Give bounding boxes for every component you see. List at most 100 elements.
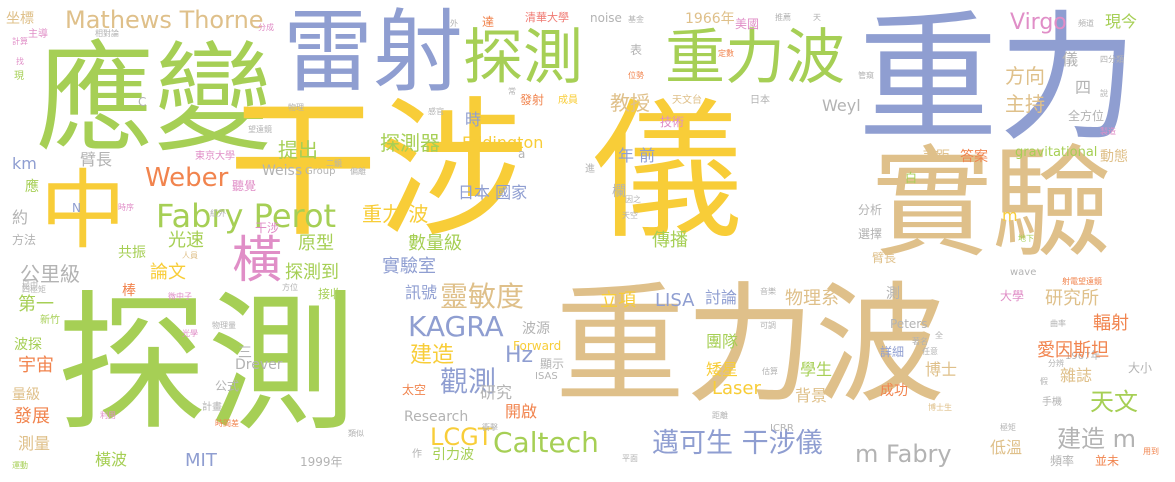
word-laser: Laser xyxy=(712,378,761,399)
word-jiaoshou: 教授 xyxy=(610,91,650,115)
word-maikesheng: 邁可生 干涉儀 xyxy=(652,428,823,459)
word-yi: 儀 xyxy=(592,86,743,260)
word-mathews: Mathews Thorne xyxy=(65,6,264,34)
word-lingmindu: 靈敏度 xyxy=(440,280,525,313)
word-km: km xyxy=(12,154,37,173)
word-pianhe: 偏離 xyxy=(350,167,366,176)
word-heng: 橫 xyxy=(232,231,282,289)
word-jisuan: 計算 xyxy=(12,37,28,46)
word-yanjiu: 研究 xyxy=(480,383,513,402)
word-shuo: 說 xyxy=(1100,89,1108,98)
word-xianjin: 現今 xyxy=(1105,12,1138,31)
word-drever: Drever xyxy=(235,357,283,373)
word-fenbian: 分辨 xyxy=(1048,359,1064,368)
word-tianwentai: 天文台 xyxy=(672,95,702,106)
word-bichang: 臂長 xyxy=(80,150,113,169)
word-gongliji: 公里級 xyxy=(20,262,80,286)
word-zhuchi: 主持 xyxy=(1005,92,1045,116)
word-1967: 1967年 xyxy=(1065,351,1101,362)
word-yue: 約 xyxy=(12,208,29,227)
word-wuliliang: 物理量 xyxy=(212,321,236,330)
word-diwen: 低溫 xyxy=(990,438,1023,457)
word-jianzao2: 建造 m xyxy=(1057,425,1137,453)
word-caltech: Caltech xyxy=(493,426,599,459)
word-chenggong: 成功 xyxy=(880,383,908,399)
word-da: 達 xyxy=(482,15,495,29)
word-gan: 感官 xyxy=(428,107,444,116)
word-guangsu: 光速 xyxy=(168,230,204,251)
word-f: F xyxy=(932,149,939,163)
word-dongtai: 動態 xyxy=(1100,149,1128,165)
word-riben-guojia: 日本 國家 xyxy=(458,183,528,202)
word-xiangxi: 詳細 xyxy=(880,345,905,359)
word-bang: 棒 xyxy=(122,283,136,299)
word-chongji: 衝擊 xyxy=(482,423,498,432)
word-fashe: 發射 xyxy=(520,93,545,107)
word-mfabry: m Fabry xyxy=(855,440,952,468)
word-1999: 1999年 xyxy=(300,455,343,469)
word-yanjiusuo: 研究所 xyxy=(1045,288,1099,309)
word-weber: Weber xyxy=(145,163,229,193)
word-zhongli-bo: 重力 波 xyxy=(362,202,429,226)
word-gravitational: gravitational xyxy=(1015,145,1098,160)
word-yinliboo: 引力波 xyxy=(432,447,474,463)
word-mit: MIT xyxy=(185,450,217,471)
word-ying: 應 xyxy=(25,179,39,195)
word-virgo: Virgo xyxy=(1010,10,1067,35)
word-jieshou: 接收 xyxy=(318,287,343,301)
word-tuandui: 團隊 xyxy=(706,332,739,351)
word-fangfa: 方法 xyxy=(12,233,37,247)
word-boshisheng: 博士生 xyxy=(928,403,952,412)
word-peters: Peters xyxy=(890,317,928,331)
word-renhe: 任意 xyxy=(922,347,938,356)
word-a: a xyxy=(518,147,526,161)
word-chaju: 差距 xyxy=(922,149,950,165)
word-forward: Forward xyxy=(513,339,562,353)
word-diyi: 第一 xyxy=(18,294,54,315)
word-jin: 進 xyxy=(585,164,595,175)
word-taikong: 太空 xyxy=(402,383,427,397)
word-sanyi: 三 xyxy=(238,345,252,361)
word-tance: 探測 xyxy=(463,23,583,93)
word-m: m xyxy=(1002,206,1018,225)
word-lixiang: 立項 xyxy=(600,290,636,311)
word-xuesheng: 學生 xyxy=(800,360,833,379)
word-lunwen: 論文 xyxy=(150,262,186,283)
word-hongwai: 紅外 xyxy=(210,209,226,218)
word-fabry-perot: Fabry Perot xyxy=(156,197,337,235)
word-daxue: 大學 xyxy=(1000,289,1025,303)
word-jianzao1: 建造 xyxy=(410,343,455,368)
word-chang: 常 xyxy=(508,87,516,96)
word-yingbian: 應變 xyxy=(36,30,273,168)
word-leisi: 類似 xyxy=(348,429,364,438)
word-bichang2: 臂長 xyxy=(872,251,897,265)
word-xunhao: 訊號 xyxy=(405,283,438,302)
word-xuanze: 選擇 xyxy=(858,227,883,241)
word-fangxiang: 方向 xyxy=(1005,64,1045,88)
word-qulv: 曲率 xyxy=(1050,319,1066,328)
word-aiyinsitan: 愛因斯坦 xyxy=(1037,340,1109,361)
word-erjing: 二鏡 xyxy=(326,159,342,168)
word-kagra: KAGRA xyxy=(408,310,504,343)
word-boshi: 博士 xyxy=(925,360,958,379)
word-shiyan: 實驗 xyxy=(872,135,1112,274)
word-icrr: ICRR xyxy=(770,423,794,434)
word-shi: 時 xyxy=(465,110,482,129)
word-research: Research xyxy=(404,409,469,425)
word-tingjue: 聽覺 xyxy=(232,179,257,193)
word-yinyue: 音樂 xyxy=(760,287,776,296)
word-wulixi: 物理系 xyxy=(785,288,839,309)
word-zazhi: 雜誌 xyxy=(1060,366,1093,385)
word-riben: 日本 xyxy=(750,95,770,106)
word-jishu: 技術 xyxy=(660,115,685,129)
word-weizhongzi: 微中子 xyxy=(168,292,192,301)
word-fenxi: 分析 xyxy=(858,203,883,217)
word-tancedao: 探測到 xyxy=(285,262,339,283)
word-shijian: 時序 xyxy=(118,203,134,212)
word-jiju: 極矩 xyxy=(1000,423,1016,432)
word-noise: noise xyxy=(590,11,622,25)
word-ganshe: 干涉 xyxy=(228,84,529,258)
word-jugou: 製造 xyxy=(1100,127,1116,136)
word-biao: 表 xyxy=(630,43,643,57)
word-wuli: 物理 xyxy=(288,103,304,112)
